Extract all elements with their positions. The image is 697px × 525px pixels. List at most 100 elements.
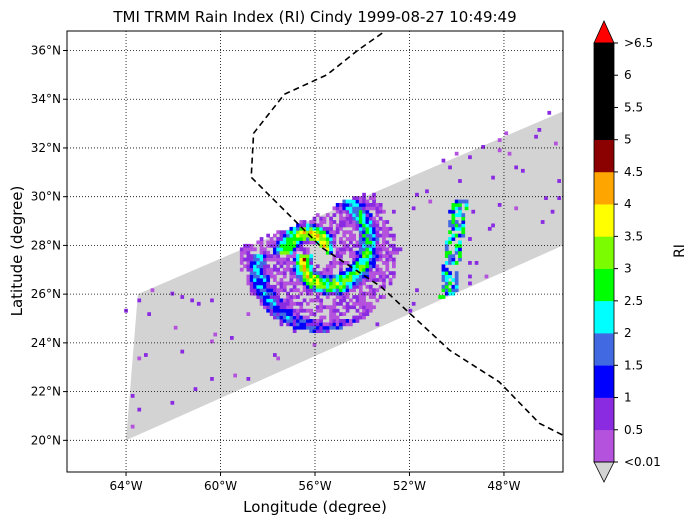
- rain-cell: [504, 131, 509, 136]
- rain-cell: [296, 223, 300, 228]
- rain-cell: [385, 226, 390, 231]
- rain-cell: [365, 291, 370, 296]
- rain-cell: [345, 288, 350, 293]
- rain-cell: [302, 315, 307, 320]
- rain-cell: [352, 216, 357, 221]
- rain-cell: [259, 264, 264, 269]
- colorbar-tick-label: 5: [624, 133, 632, 147]
- rain-cell: [263, 278, 267, 282]
- rain-cell: [358, 213, 363, 218]
- rain-cell: [454, 199, 459, 204]
- rain-cell: [342, 240, 347, 245]
- rain-cell: [362, 301, 366, 306]
- rain-cell: [451, 288, 456, 293]
- rain-cell: [302, 230, 307, 235]
- rain-cell: [306, 291, 310, 296]
- rain-cell: [544, 196, 548, 201]
- rain-cell: [375, 250, 380, 255]
- rain-cell: [362, 291, 366, 296]
- rain-cell: [375, 257, 380, 262]
- rain-cell: [292, 237, 297, 241]
- rain-cell: [454, 226, 459, 231]
- rain-cell: [375, 213, 380, 218]
- rain-cell: [342, 203, 347, 207]
- rain-cell: [259, 267, 264, 272]
- rain-cell: [362, 247, 366, 252]
- rain-cell: [249, 271, 254, 276]
- rain-cell: [266, 298, 271, 303]
- rain-cell: [362, 312, 366, 317]
- rain-cell: [345, 301, 350, 306]
- rain-cell: [296, 240, 300, 245]
- colorbar-tick-label: 4: [624, 197, 632, 211]
- rain-cell: [282, 271, 287, 276]
- rain-cell: [332, 237, 337, 241]
- rain-cell: [276, 230, 281, 235]
- rain-cell: [395, 247, 400, 252]
- rain-cell: [365, 230, 370, 235]
- rain-cell: [246, 247, 251, 252]
- rain-cell: [286, 267, 290, 272]
- rain-cell: [454, 151, 459, 156]
- rain-cell: [315, 329, 320, 334]
- rain-cell: [342, 305, 347, 310]
- rain-cell: [335, 322, 340, 327]
- rain-cell: [249, 291, 254, 296]
- rain-cell: [196, 301, 201, 306]
- rain-cell: [362, 271, 366, 276]
- rain-cell: [372, 196, 376, 201]
- rain-cell: [332, 281, 337, 286]
- rain-cell: [355, 216, 360, 221]
- rain-cell: [345, 295, 350, 299]
- rain-cell: [329, 271, 333, 276]
- rain-cell: [315, 213, 320, 218]
- rain-cell: [454, 223, 459, 228]
- rain-cell: [312, 274, 317, 279]
- rain-cell: [355, 223, 360, 228]
- rain-cell: [239, 250, 244, 255]
- colorbar-tick-label: 2.5: [624, 294, 643, 308]
- rain-cell: [325, 226, 330, 231]
- rain-cell: [259, 284, 264, 289]
- rain-cell: [263, 264, 267, 269]
- rain-cell: [325, 233, 330, 238]
- rain-cell: [550, 209, 555, 214]
- rain-cell: [329, 322, 333, 327]
- rain-cell: [339, 322, 343, 327]
- rain-cell: [259, 301, 264, 306]
- rain-cell: [319, 274, 324, 279]
- rain-cell: [335, 288, 340, 293]
- rain-cell: [276, 295, 281, 299]
- rain-cell: [322, 291, 327, 296]
- rain-cell: [312, 233, 317, 238]
- rain-cell: [299, 325, 304, 330]
- rain-cell: [279, 301, 284, 306]
- rain-cell: [368, 216, 373, 221]
- rain-cell: [312, 216, 317, 221]
- rain-cell: [312, 220, 317, 224]
- rain-cell: [332, 257, 337, 262]
- rain-cell: [315, 325, 320, 330]
- rain-cell: [362, 257, 366, 262]
- rain-cell: [299, 261, 304, 265]
- rain-cell: [355, 298, 360, 303]
- rain-cell: [329, 312, 333, 317]
- rain-cell: [263, 305, 267, 310]
- rain-cell: [358, 196, 363, 201]
- rain-cell: [335, 315, 340, 320]
- rain-cell: [355, 209, 360, 214]
- rain-cell: [352, 226, 357, 231]
- rain-cell: [349, 267, 353, 272]
- rain-cell: [345, 230, 350, 235]
- rain-cell: [292, 226, 297, 231]
- rain-cell: [289, 315, 294, 320]
- rain-cell: [355, 206, 360, 211]
- rain-cell: [289, 274, 294, 279]
- rain-cell: [306, 254, 310, 259]
- rain-cell: [289, 278, 294, 282]
- rain-cell: [147, 312, 152, 317]
- rain-cell: [335, 223, 340, 228]
- rain-cell: [322, 243, 327, 248]
- rain-cell: [233, 373, 238, 378]
- rain-cell: [259, 281, 264, 286]
